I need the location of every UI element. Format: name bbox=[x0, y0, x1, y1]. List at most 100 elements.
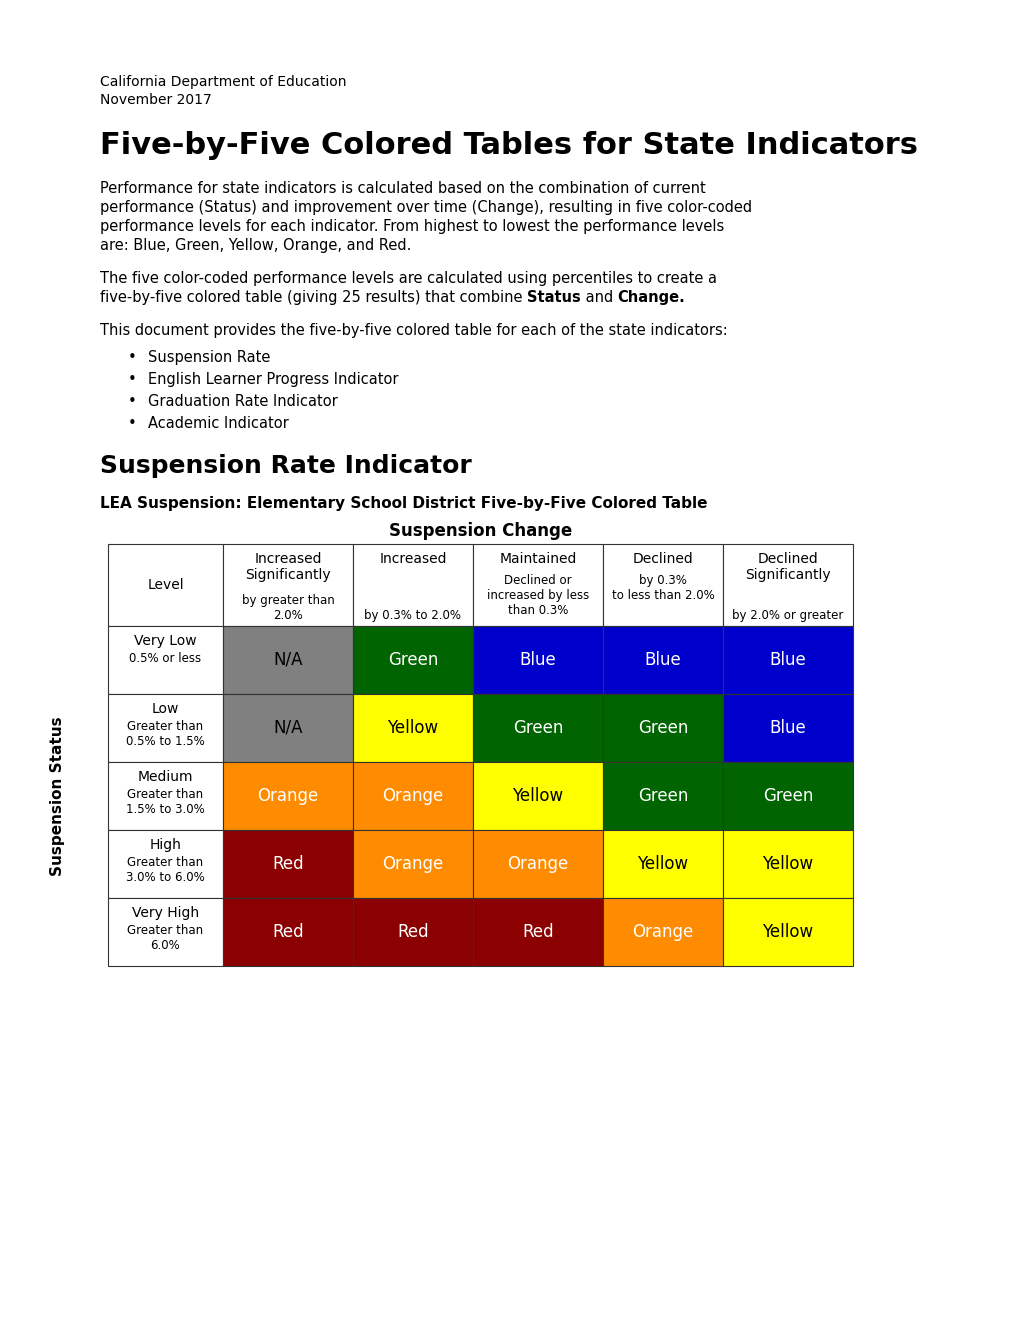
Text: Maintained: Maintained bbox=[499, 552, 576, 566]
Bar bbox=[473, 544, 602, 626]
Bar bbox=[602, 762, 722, 830]
Text: N/A: N/A bbox=[273, 651, 303, 669]
Bar bbox=[353, 898, 473, 966]
Bar bbox=[602, 626, 722, 694]
Text: Low: Low bbox=[152, 702, 179, 715]
Text: Level: Level bbox=[147, 578, 183, 591]
Bar bbox=[223, 544, 353, 626]
Text: Yellow: Yellow bbox=[637, 855, 688, 873]
Text: Blue: Blue bbox=[769, 719, 806, 737]
Text: November 2017: November 2017 bbox=[100, 92, 212, 107]
Bar bbox=[108, 762, 223, 830]
Text: •: • bbox=[127, 393, 137, 409]
Text: N/A: N/A bbox=[273, 719, 303, 737]
Text: •: • bbox=[127, 372, 137, 387]
Text: Yellow: Yellow bbox=[387, 719, 438, 737]
Bar bbox=[108, 544, 223, 626]
Bar bbox=[353, 830, 473, 898]
Text: •: • bbox=[127, 350, 137, 366]
Bar bbox=[223, 694, 353, 762]
Bar bbox=[602, 898, 722, 966]
Text: performance levels for each indicator. From highest to lowest the performance le: performance levels for each indicator. F… bbox=[100, 219, 723, 234]
Text: Green: Green bbox=[637, 719, 688, 737]
Bar bbox=[108, 898, 223, 966]
Text: by 0.3% to 2.0%: by 0.3% to 2.0% bbox=[364, 609, 461, 622]
Text: Yellow: Yellow bbox=[761, 923, 813, 941]
Text: Red: Red bbox=[272, 923, 304, 941]
Bar bbox=[108, 830, 223, 898]
Text: English Learner Progress Indicator: English Learner Progress Indicator bbox=[148, 372, 398, 387]
Bar bbox=[353, 694, 473, 762]
Bar bbox=[722, 762, 852, 830]
Bar bbox=[353, 762, 473, 830]
Text: Orange: Orange bbox=[382, 787, 443, 805]
Bar bbox=[353, 626, 473, 694]
Text: Orange: Orange bbox=[257, 787, 318, 805]
Text: performance (Status) and improvement over time (Change), resulting in five color: performance (Status) and improvement ove… bbox=[100, 201, 751, 215]
Text: Greater than
0.5% to 1.5%: Greater than 0.5% to 1.5% bbox=[126, 719, 205, 748]
Text: Graduation Rate Indicator: Graduation Rate Indicator bbox=[148, 393, 337, 409]
Text: Green: Green bbox=[637, 787, 688, 805]
Bar bbox=[223, 626, 353, 694]
Bar bbox=[722, 898, 852, 966]
Bar bbox=[223, 898, 353, 966]
Bar bbox=[223, 762, 353, 830]
Bar bbox=[722, 626, 852, 694]
Text: •: • bbox=[127, 416, 137, 432]
Text: by greater than
2.0%: by greater than 2.0% bbox=[242, 594, 334, 622]
Text: Red: Red bbox=[272, 855, 304, 873]
Bar bbox=[722, 830, 852, 898]
Text: Suspension Status: Suspension Status bbox=[51, 717, 65, 875]
Text: California Department of Education: California Department of Education bbox=[100, 75, 346, 88]
Bar bbox=[473, 626, 602, 694]
Text: Suspension Rate Indicator: Suspension Rate Indicator bbox=[100, 454, 472, 478]
Text: 0.5% or less: 0.5% or less bbox=[129, 652, 202, 665]
Bar bbox=[473, 762, 602, 830]
Text: This document provides the five-by-five colored table for each of the state indi: This document provides the five-by-five … bbox=[100, 323, 727, 338]
Text: Orange: Orange bbox=[632, 923, 693, 941]
Text: are: Blue, Green, Yellow, Orange, and Red.: are: Blue, Green, Yellow, Orange, and Re… bbox=[100, 238, 411, 253]
Text: Very Low: Very Low bbox=[135, 634, 197, 648]
Text: Academic Indicator: Academic Indicator bbox=[148, 416, 288, 432]
Text: Yellow: Yellow bbox=[512, 787, 564, 805]
Bar bbox=[223, 830, 353, 898]
Bar bbox=[473, 898, 602, 966]
Text: by 0.3%
to less than 2.0%: by 0.3% to less than 2.0% bbox=[611, 574, 713, 602]
Text: Suspension Rate: Suspension Rate bbox=[148, 350, 270, 366]
Text: Greater than
1.5% to 3.0%: Greater than 1.5% to 3.0% bbox=[126, 788, 205, 816]
Bar bbox=[108, 626, 223, 694]
Text: The five color-coded performance levels are calculated using percentiles to crea: The five color-coded performance levels … bbox=[100, 271, 716, 286]
Text: Greater than
6.0%: Greater than 6.0% bbox=[127, 924, 204, 952]
Text: High: High bbox=[150, 838, 181, 851]
Text: Increased
Significantly: Increased Significantly bbox=[245, 552, 330, 582]
Text: Five-by-Five Colored Tables for State Indicators: Five-by-Five Colored Tables for State In… bbox=[100, 131, 917, 160]
Text: Green: Green bbox=[387, 651, 438, 669]
Bar bbox=[602, 694, 722, 762]
Text: Change.: Change. bbox=[618, 290, 685, 305]
Bar bbox=[602, 830, 722, 898]
Text: Very High: Very High bbox=[131, 906, 199, 920]
Text: Green: Green bbox=[513, 719, 562, 737]
Bar bbox=[722, 694, 852, 762]
Bar bbox=[473, 694, 602, 762]
Bar bbox=[353, 544, 473, 626]
Bar bbox=[722, 544, 852, 626]
Text: Greater than
3.0% to 6.0%: Greater than 3.0% to 6.0% bbox=[126, 855, 205, 884]
Text: Orange: Orange bbox=[382, 855, 443, 873]
Text: Declined
Significantly: Declined Significantly bbox=[745, 552, 830, 582]
Text: Medium: Medium bbox=[138, 770, 193, 784]
Text: Blue: Blue bbox=[519, 651, 555, 669]
Text: Status: Status bbox=[527, 290, 580, 305]
Text: LEA Suspension: Elementary School District Five-by-Five Colored Table: LEA Suspension: Elementary School Distri… bbox=[100, 496, 707, 511]
Text: and: and bbox=[580, 290, 618, 305]
Text: Declined: Declined bbox=[632, 552, 693, 566]
Text: Performance for state indicators is calculated based on the combination of curre: Performance for state indicators is calc… bbox=[100, 181, 705, 195]
Text: five-by-five colored table (giving 25 results) that combine: five-by-five colored table (giving 25 re… bbox=[100, 290, 527, 305]
Text: Blue: Blue bbox=[769, 651, 806, 669]
Text: Declined or
increased by less
than 0.3%: Declined or increased by less than 0.3% bbox=[486, 574, 589, 616]
Text: Red: Red bbox=[396, 923, 428, 941]
Bar bbox=[473, 830, 602, 898]
Text: Blue: Blue bbox=[644, 651, 681, 669]
Text: Orange: Orange bbox=[506, 855, 568, 873]
Text: by 2.0% or greater: by 2.0% or greater bbox=[732, 609, 843, 622]
